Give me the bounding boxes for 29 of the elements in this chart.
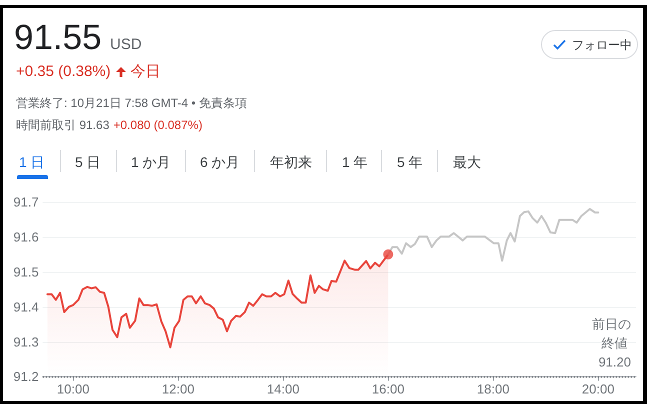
button: フォロー中 (541, 30, 638, 59)
ref-line-label: 前日の終値 91.20 (592, 316, 631, 370)
x-tick-label: 20:00 (582, 382, 614, 397)
text: 5 日 (75, 154, 101, 170)
text: 年初来 (270, 154, 312, 170)
text: 1 年 (342, 154, 368, 170)
y-tick-label: 91.2 (13, 369, 39, 384)
text: 時間前取引 91.63 (16, 118, 110, 132)
text: 6 か月 (200, 154, 240, 170)
text: 5 年 (397, 154, 423, 170)
y-tick-label: 91.6 (13, 229, 39, 244)
text: 1 日 (19, 154, 45, 170)
text: 営業終了: 10月21日 7:58 GMT-4 • 免責条項 (16, 96, 247, 110)
y-tick-label: 91.5 (13, 264, 39, 280)
text: 最大 (453, 154, 481, 170)
chart-title: 91.55 (14, 18, 102, 57)
text: USD (110, 36, 142, 53)
x-tick-label: 14:00 (266, 382, 300, 397)
y-tick-label: 91.3 (13, 334, 39, 350)
text: 今日 (130, 63, 161, 80)
text: +0.080 (0.087%) (113, 118, 202, 132)
x-tick-label: 12:00 (162, 382, 194, 397)
y-tick-label: 91.4 (13, 299, 39, 314)
x-tick-label: 18:00 (476, 382, 510, 397)
y-tick-label: 91.7 (13, 194, 39, 210)
x-tick-label: 10:00 (56, 382, 90, 397)
text: +0.35 (0.38%) (16, 63, 111, 80)
x-tick-label: 16:00 (372, 382, 404, 397)
text: 1 か月 (131, 154, 171, 170)
